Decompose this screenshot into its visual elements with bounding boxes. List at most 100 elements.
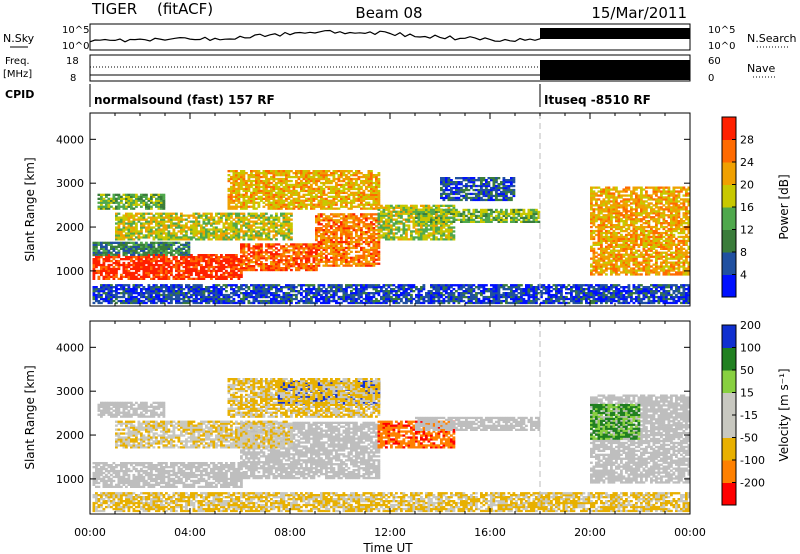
scatter-cell <box>132 273 136 277</box>
scatter-cell <box>275 251 278 254</box>
scatter-cell <box>322 217 326 220</box>
scatter-cell <box>160 212 163 215</box>
scatter-cell <box>357 183 361 187</box>
scatter-cell <box>237 220 241 223</box>
scatter-cell <box>207 218 211 221</box>
scatter-cell <box>292 185 296 189</box>
scatter-cell <box>135 228 138 231</box>
scatter-cell <box>440 226 443 229</box>
scatter-cell <box>220 265 223 269</box>
scatter-cell <box>352 185 356 189</box>
scatter-cell <box>615 212 618 215</box>
scatter-cell <box>115 256 118 259</box>
scatter-cell <box>402 206 406 209</box>
scatter-cell <box>267 257 271 260</box>
scatter-cell <box>307 259 311 262</box>
scatter-cell <box>442 234 446 237</box>
scatter-cell <box>315 227 318 230</box>
scatter-cell <box>120 201 123 204</box>
scatter-cell <box>127 256 131 259</box>
scatter-cell <box>307 177 311 181</box>
scatter-cell <box>215 258 218 261</box>
scatter-cell <box>237 212 241 215</box>
scatter-cell <box>182 234 186 237</box>
scatter-cell <box>360 262 363 265</box>
scatter-cell <box>160 201 163 204</box>
scatter-cell <box>155 251 158 254</box>
scatter-cell <box>127 228 131 231</box>
scatter-cell <box>335 181 338 185</box>
scatter-cell <box>145 230 148 233</box>
scatter-cell <box>390 212 393 215</box>
scatter-cell <box>340 199 343 202</box>
scatter-cell <box>597 271 601 274</box>
scatter-cell <box>380 234 383 237</box>
scatter-cell <box>165 253 168 256</box>
scatter-cell <box>472 214 476 218</box>
scatter-band <box>440 177 516 202</box>
scatter-cell <box>120 195 123 198</box>
scatter-cell <box>122 193 126 196</box>
scatter-cell <box>197 236 201 239</box>
scatter-cell <box>162 263 166 267</box>
scatter-cell <box>277 193 281 196</box>
scatter-cell <box>407 224 411 227</box>
scatter-cell <box>310 265 313 268</box>
scatter-cell <box>97 243 101 246</box>
scatter-cell <box>270 216 273 219</box>
scatter-band <box>92 241 191 256</box>
scatter-cell <box>127 203 131 206</box>
scatter-cell <box>327 244 331 248</box>
scatter-cell <box>447 230 451 233</box>
scatter-cell <box>177 259 181 263</box>
scatter-cell <box>120 236 123 239</box>
scatter-cell <box>292 263 296 266</box>
scatter-cell <box>512 216 516 219</box>
scatter-cell <box>610 218 613 221</box>
scatter-cell <box>165 247 168 250</box>
scatter-cell <box>290 224 293 227</box>
scatter-cell <box>140 245 143 248</box>
scatter-cell <box>592 198 596 201</box>
scatter-cell <box>492 179 496 182</box>
scatter-cell <box>397 212 401 215</box>
scatter-cell <box>422 212 426 216</box>
scatter-cell <box>350 256 353 259</box>
scatter-cell <box>417 216 421 219</box>
scatter-cell <box>440 232 443 235</box>
scatter-cell <box>612 210 616 213</box>
scatter-cell <box>255 261 258 264</box>
scatter-cell <box>250 174 253 177</box>
scatter-cell <box>137 261 141 265</box>
scatter-cell <box>132 277 136 280</box>
scatter-cell <box>312 205 316 208</box>
scatter-cell <box>147 230 151 233</box>
scatter-cell <box>432 210 436 214</box>
scatter-cell <box>205 271 208 275</box>
scatter-cell <box>337 207 341 210</box>
scatter-cell <box>495 186 498 190</box>
scatter-cell <box>377 191 381 194</box>
scatter-cell <box>235 181 238 185</box>
scatter-cell <box>132 201 136 204</box>
scatter-cell <box>302 249 306 252</box>
scatter-cell <box>240 183 243 187</box>
scatter-cell <box>165 277 168 280</box>
scatter-cell <box>217 261 221 265</box>
scatter-cell <box>300 174 303 177</box>
scatter-cell <box>185 265 188 269</box>
scatter-cell <box>377 172 381 175</box>
scatter-cell <box>600 257 603 260</box>
scatter-cell <box>342 191 346 194</box>
scatter-cell <box>337 215 341 218</box>
scatter-cell <box>372 175 376 179</box>
scatter-cell <box>370 183 373 187</box>
scatter-cell <box>255 220 258 223</box>
scatter-cell <box>112 207 116 210</box>
scatter-cell <box>232 218 236 221</box>
scatter-cell <box>262 214 266 217</box>
scatter-cell <box>200 236 203 239</box>
scatter-cell <box>407 228 411 231</box>
scatter-cell <box>115 261 118 265</box>
scatter-cell <box>257 257 261 260</box>
